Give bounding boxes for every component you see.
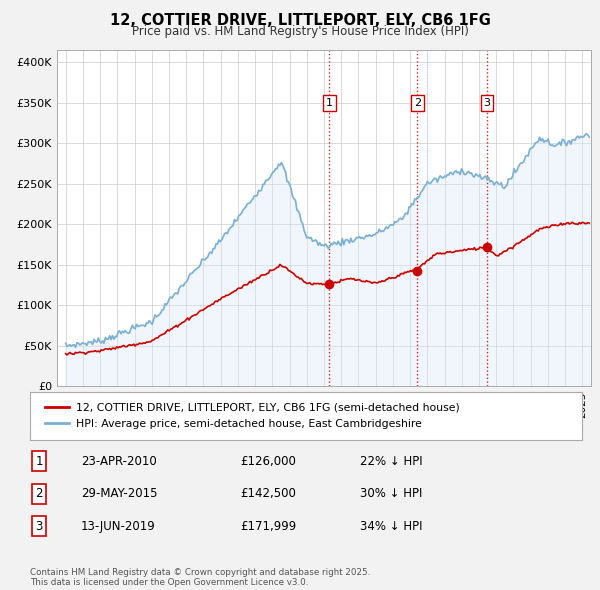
Text: £126,000: £126,000 xyxy=(240,455,296,468)
Text: 3: 3 xyxy=(35,520,43,533)
Text: Contains HM Land Registry data © Crown copyright and database right 2025.
This d: Contains HM Land Registry data © Crown c… xyxy=(30,568,370,587)
Text: £171,999: £171,999 xyxy=(240,520,296,533)
Text: 2: 2 xyxy=(413,98,421,108)
Text: 12, COTTIER DRIVE, LITTLEPORT, ELY, CB6 1FG: 12, COTTIER DRIVE, LITTLEPORT, ELY, CB6 … xyxy=(110,13,490,28)
Text: 30% ↓ HPI: 30% ↓ HPI xyxy=(360,487,422,500)
Text: 13-JUN-2019: 13-JUN-2019 xyxy=(81,520,156,533)
Text: 23-APR-2010: 23-APR-2010 xyxy=(81,455,157,468)
Text: 34% ↓ HPI: 34% ↓ HPI xyxy=(360,520,422,533)
Text: Price paid vs. HM Land Registry's House Price Index (HPI): Price paid vs. HM Land Registry's House … xyxy=(131,25,469,38)
Legend: 12, COTTIER DRIVE, LITTLEPORT, ELY, CB6 1FG (semi-detached house), HPI: Average : 12, COTTIER DRIVE, LITTLEPORT, ELY, CB6 … xyxy=(41,399,464,433)
Text: £142,500: £142,500 xyxy=(240,487,296,500)
Text: 1: 1 xyxy=(326,98,333,108)
Text: 22% ↓ HPI: 22% ↓ HPI xyxy=(360,455,422,468)
Text: 1: 1 xyxy=(35,455,43,468)
Text: 3: 3 xyxy=(484,98,490,108)
Text: 29-MAY-2015: 29-MAY-2015 xyxy=(81,487,157,500)
Text: 2: 2 xyxy=(35,487,43,500)
